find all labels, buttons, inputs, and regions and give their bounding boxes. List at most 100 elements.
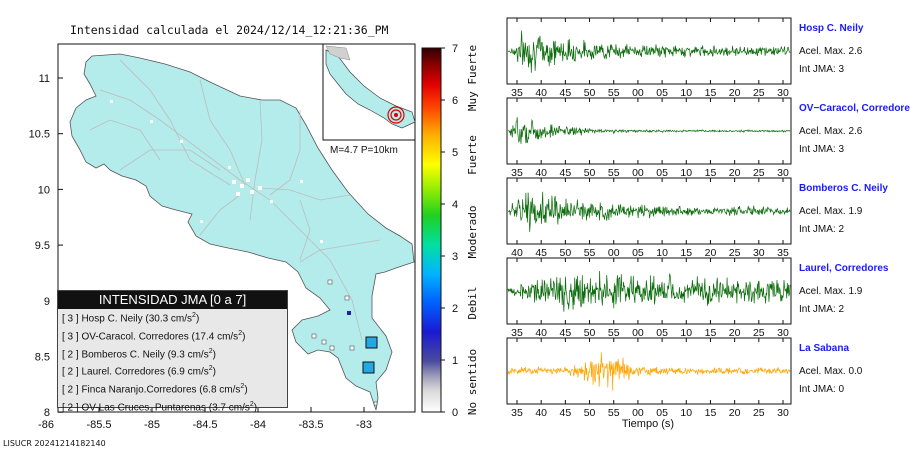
- colorbar-label: Moderado: [466, 206, 479, 259]
- panel-x-tick-label: 10: [680, 407, 692, 419]
- map-y-tick-label: 11: [39, 73, 50, 85]
- map-x-tick-label: -84.5: [192, 419, 217, 431]
- legend-title: INTENSIDAD JMA [0 a 7]: [58, 291, 287, 309]
- inset-map: [322, 43, 416, 141]
- legend-row: [ 3 ] OV-Caracol. Corredores (17.4 cm/s2…: [62, 329, 246, 343]
- panel-x-tick-label: 45: [535, 247, 547, 259]
- station-acel-max: Acel. Max. 2.6: [799, 126, 863, 137]
- panel-x-tick-label: 35: [777, 247, 789, 259]
- legend-value: (17.4 cm/s: [191, 331, 239, 343]
- legend-unit-exp: 2: [240, 383, 245, 391]
- station-name: La Sabana: [799, 343, 850, 354]
- panel-x-tick-label: 20: [729, 407, 741, 419]
- map-x-tick-label: -86: [38, 419, 54, 431]
- panel-x-tick-label: 15: [705, 327, 717, 339]
- waveform-panel: 35 40 45 50 55 00 05 10 15 20 25 30: [506, 257, 792, 339]
- panel-x-tick-label: 40: [535, 87, 547, 99]
- map-x-tick-label: -84: [250, 419, 266, 431]
- panel-x-tick-label: 40: [535, 167, 547, 179]
- panel-x-tick-label: 30: [777, 87, 789, 99]
- panel-x-tick-label: 50: [584, 407, 596, 419]
- map-frame: [57, 43, 416, 413]
- colorbar-label: Muy Fuerte: [466, 45, 479, 111]
- panel-x-tick-label: 55: [608, 167, 620, 179]
- legend-unit-exp: 2: [208, 347, 213, 355]
- panel-x-tick-label: 20: [705, 247, 717, 259]
- waveform-trace: [507, 191, 791, 232]
- waveform-panels: 35 40 45 50 55 00 05 10 15 20 25 30 35 40 45 50 55 00 05 10…: [506, 17, 792, 419]
- legend-level: [ 2 ]: [62, 366, 82, 378]
- station-marker-hosp-c-neily: [365, 336, 378, 349]
- waveform-panel: 40 45 50 55 00 05 10 15 20 25 30 35: [506, 177, 792, 259]
- panel-x-tick-label: 55: [608, 407, 620, 419]
- panel-x-tick-label: 00: [632, 167, 644, 179]
- legend-level: [ 2 ]: [62, 402, 82, 414]
- legend-level: [ 3 ]: [62, 313, 82, 325]
- station-int-jma: Int JMA: 3: [799, 64, 845, 75]
- station-int-jma: Int JMA: 2: [799, 304, 845, 315]
- colorbar-ticks: 0 1 2 3 4 5 6 7: [441, 43, 458, 419]
- panel-x-tick-label: 30: [777, 167, 789, 179]
- panel-x-tick-label: 25: [753, 407, 765, 419]
- panel-x-tick-label: 30: [777, 327, 789, 339]
- panel-x-tick-label: 35: [511, 87, 523, 99]
- intensity-legend: INTENSIDAD JMA [0 a 7] [ 3 ] Hosp C. Nei…: [57, 290, 288, 413]
- legend-value: (9.3 cm/s: [167, 348, 209, 360]
- waveform-trace: [507, 352, 791, 391]
- station-acel-max: Acel. Max. 0.0: [799, 366, 863, 377]
- colorbar-tick-label: 1: [452, 355, 458, 367]
- station-int-jma: Int JMA: 3: [799, 144, 845, 155]
- colorbar-tick-label: 7: [452, 43, 458, 55]
- map-x-axis: -86 -85.5 -85 -84.5 -84 -83.5 -83: [38, 407, 372, 431]
- footer-id: LISUCR 20241214182140: [3, 439, 106, 448]
- panel-x-tick-label: 50: [584, 87, 596, 99]
- panel-x-tick-label: 45: [560, 407, 572, 419]
- map-y-tick-label: 8.5: [35, 352, 50, 364]
- legend-station: OV-Las Cruces. Puntarenas: [81, 402, 209, 414]
- panel-x-tick-label: 50: [584, 327, 596, 339]
- station-int-jma: Int JMA: 2: [799, 224, 845, 235]
- panel-x-tick-label: 05: [656, 407, 668, 419]
- legend-station: Laurel. Corredores: [81, 366, 168, 378]
- colorbar-labels: No sentido Debil Moderado Fuerte Muy Fuerte: [466, 45, 479, 415]
- station-name: Hosp C. Neily: [799, 23, 864, 34]
- legend-row: [ 2 ] Laurel. Corredores (6.9 cm/s2): [62, 365, 216, 378]
- colorbar-tick-label: 2: [452, 303, 458, 315]
- colorbar-tick-label: 6: [452, 95, 458, 107]
- legend-station: OV-Caracol. Corredores: [81, 331, 192, 343]
- panel-x-tick-label: 40: [535, 407, 547, 419]
- panel-x-tick-label: 00: [632, 407, 644, 419]
- panel-x-tick-label: 20: [729, 87, 741, 99]
- panel-x-tick-label: 00: [632, 87, 644, 99]
- legend-unit-exp: 2: [192, 312, 196, 319]
- panel-x-tick-label: 35: [511, 327, 523, 339]
- legend-unit-exp: 2: [249, 401, 254, 409]
- panel-x-tick-label: 55: [584, 247, 596, 259]
- station-name: OV−Caracol, Corredores: [799, 103, 910, 114]
- legend-value: (30.3 cm/s: [145, 313, 193, 325]
- colorbar-tick-label: 0: [452, 407, 458, 419]
- station-name: Laurel, Corredores: [799, 263, 889, 274]
- panel-x-tick-label: 50: [560, 247, 572, 259]
- legend-level: [ 2 ]: [62, 384, 82, 396]
- waveform-trace: [507, 117, 791, 144]
- map-x-tick-label: -85: [144, 419, 160, 431]
- colorbar-tick-label: 4: [452, 199, 458, 211]
- panel-x-tick-label: 15: [705, 87, 717, 99]
- x-axis-title: Tiempo (s): [622, 418, 674, 430]
- panel-x-tick-label: 30: [777, 407, 789, 419]
- legend-row: [ 2 ] Bomberos C. Neily (9.3 cm/s2): [62, 347, 216, 360]
- waveform-panel: 35 40 45 50 55 00 05 10 15 20 25 30: [506, 17, 792, 99]
- map-y-tick-label: 10.5: [29, 129, 50, 141]
- panel-x-tick-label: 40: [511, 247, 523, 259]
- panel-x-tick-label: 05: [632, 247, 644, 259]
- costa-rica-land: [69, 53, 415, 411]
- panel-x-tick-label: 55: [608, 87, 620, 99]
- map-x-tick-label: -83: [356, 419, 372, 431]
- panel-x-tick-label: 05: [656, 87, 668, 99]
- station-name: Bomberos C. Neily: [799, 183, 888, 194]
- legend-value: (6.8 cm/s: [199, 384, 241, 396]
- panel-x-tick-label: 05: [656, 167, 668, 179]
- map-x-tick-label: -83.5: [298, 419, 323, 431]
- colorbar-label: No sentido: [466, 349, 479, 415]
